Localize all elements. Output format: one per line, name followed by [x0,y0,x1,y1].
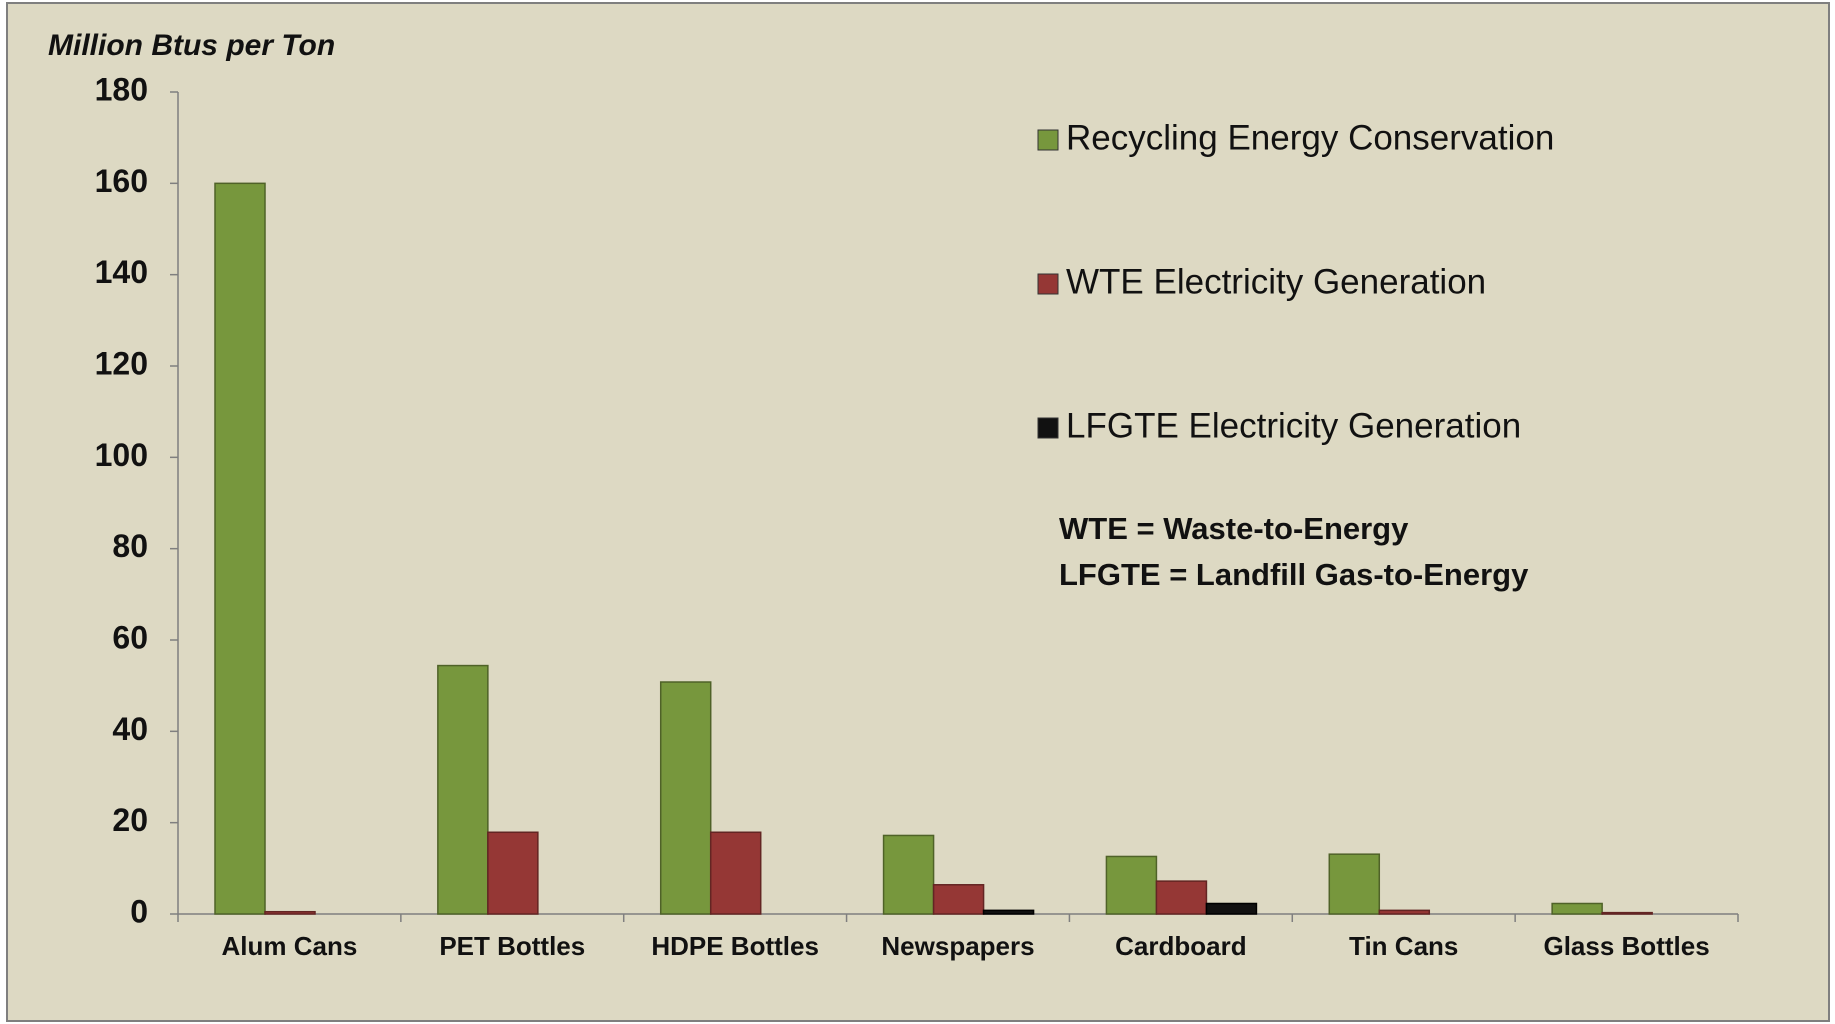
y-tick-label: 80 [112,528,148,564]
bar [882,834,935,915]
x-tick-label: Alum Cans [222,931,358,961]
bar [437,664,489,915]
legend-label: LFGTE Electricity Generation [1066,406,1521,445]
bar [659,681,712,915]
legend-swatch [1037,273,1059,295]
legend-label: WTE Electricity Generation [1066,262,1486,301]
legend-swatch [1037,417,1059,439]
bar [1205,902,1258,915]
y-tick-label: 160 [95,163,148,199]
legend-label: Recycling Energy Conservation [1066,118,1554,157]
x-tick-label: HDPE Bottles [651,931,819,961]
bar [1378,909,1431,915]
y-tick-label: 100 [95,437,148,473]
y-tick-label: 60 [112,619,148,655]
bar [1328,853,1381,915]
x-tick-label: Tin Cans [1349,931,1458,961]
bar [1601,911,1653,915]
annotation: WTE = Waste-to-Energy [1059,511,1409,546]
bar [214,182,266,915]
legend-swatch [1037,129,1059,151]
x-tick-label: Cardboard [1115,931,1246,961]
bar [487,831,539,915]
bar [982,909,1035,915]
bar [1105,855,1158,915]
y-tick-label: 120 [95,345,148,381]
y-axis-label: Million Btus per Ton [48,29,335,62]
annotation: LFGTE = Landfill Gas-to-Energy [1059,557,1529,592]
y-tick-label: 180 [95,71,148,107]
y-tick-label: 40 [112,711,148,747]
bar [1155,880,1208,915]
bar [264,910,316,915]
y-tick-label: 0 [130,893,148,929]
bar [1551,902,1603,915]
y-tick-label: 140 [95,254,148,290]
y-tick-label: 20 [112,802,148,838]
bar [932,884,985,915]
bar [709,831,762,915]
x-tick-label: Glass Bottles [1543,931,1709,961]
x-tick-label: Newspapers [881,931,1034,961]
x-tick-label: PET Bottles [439,931,585,961]
